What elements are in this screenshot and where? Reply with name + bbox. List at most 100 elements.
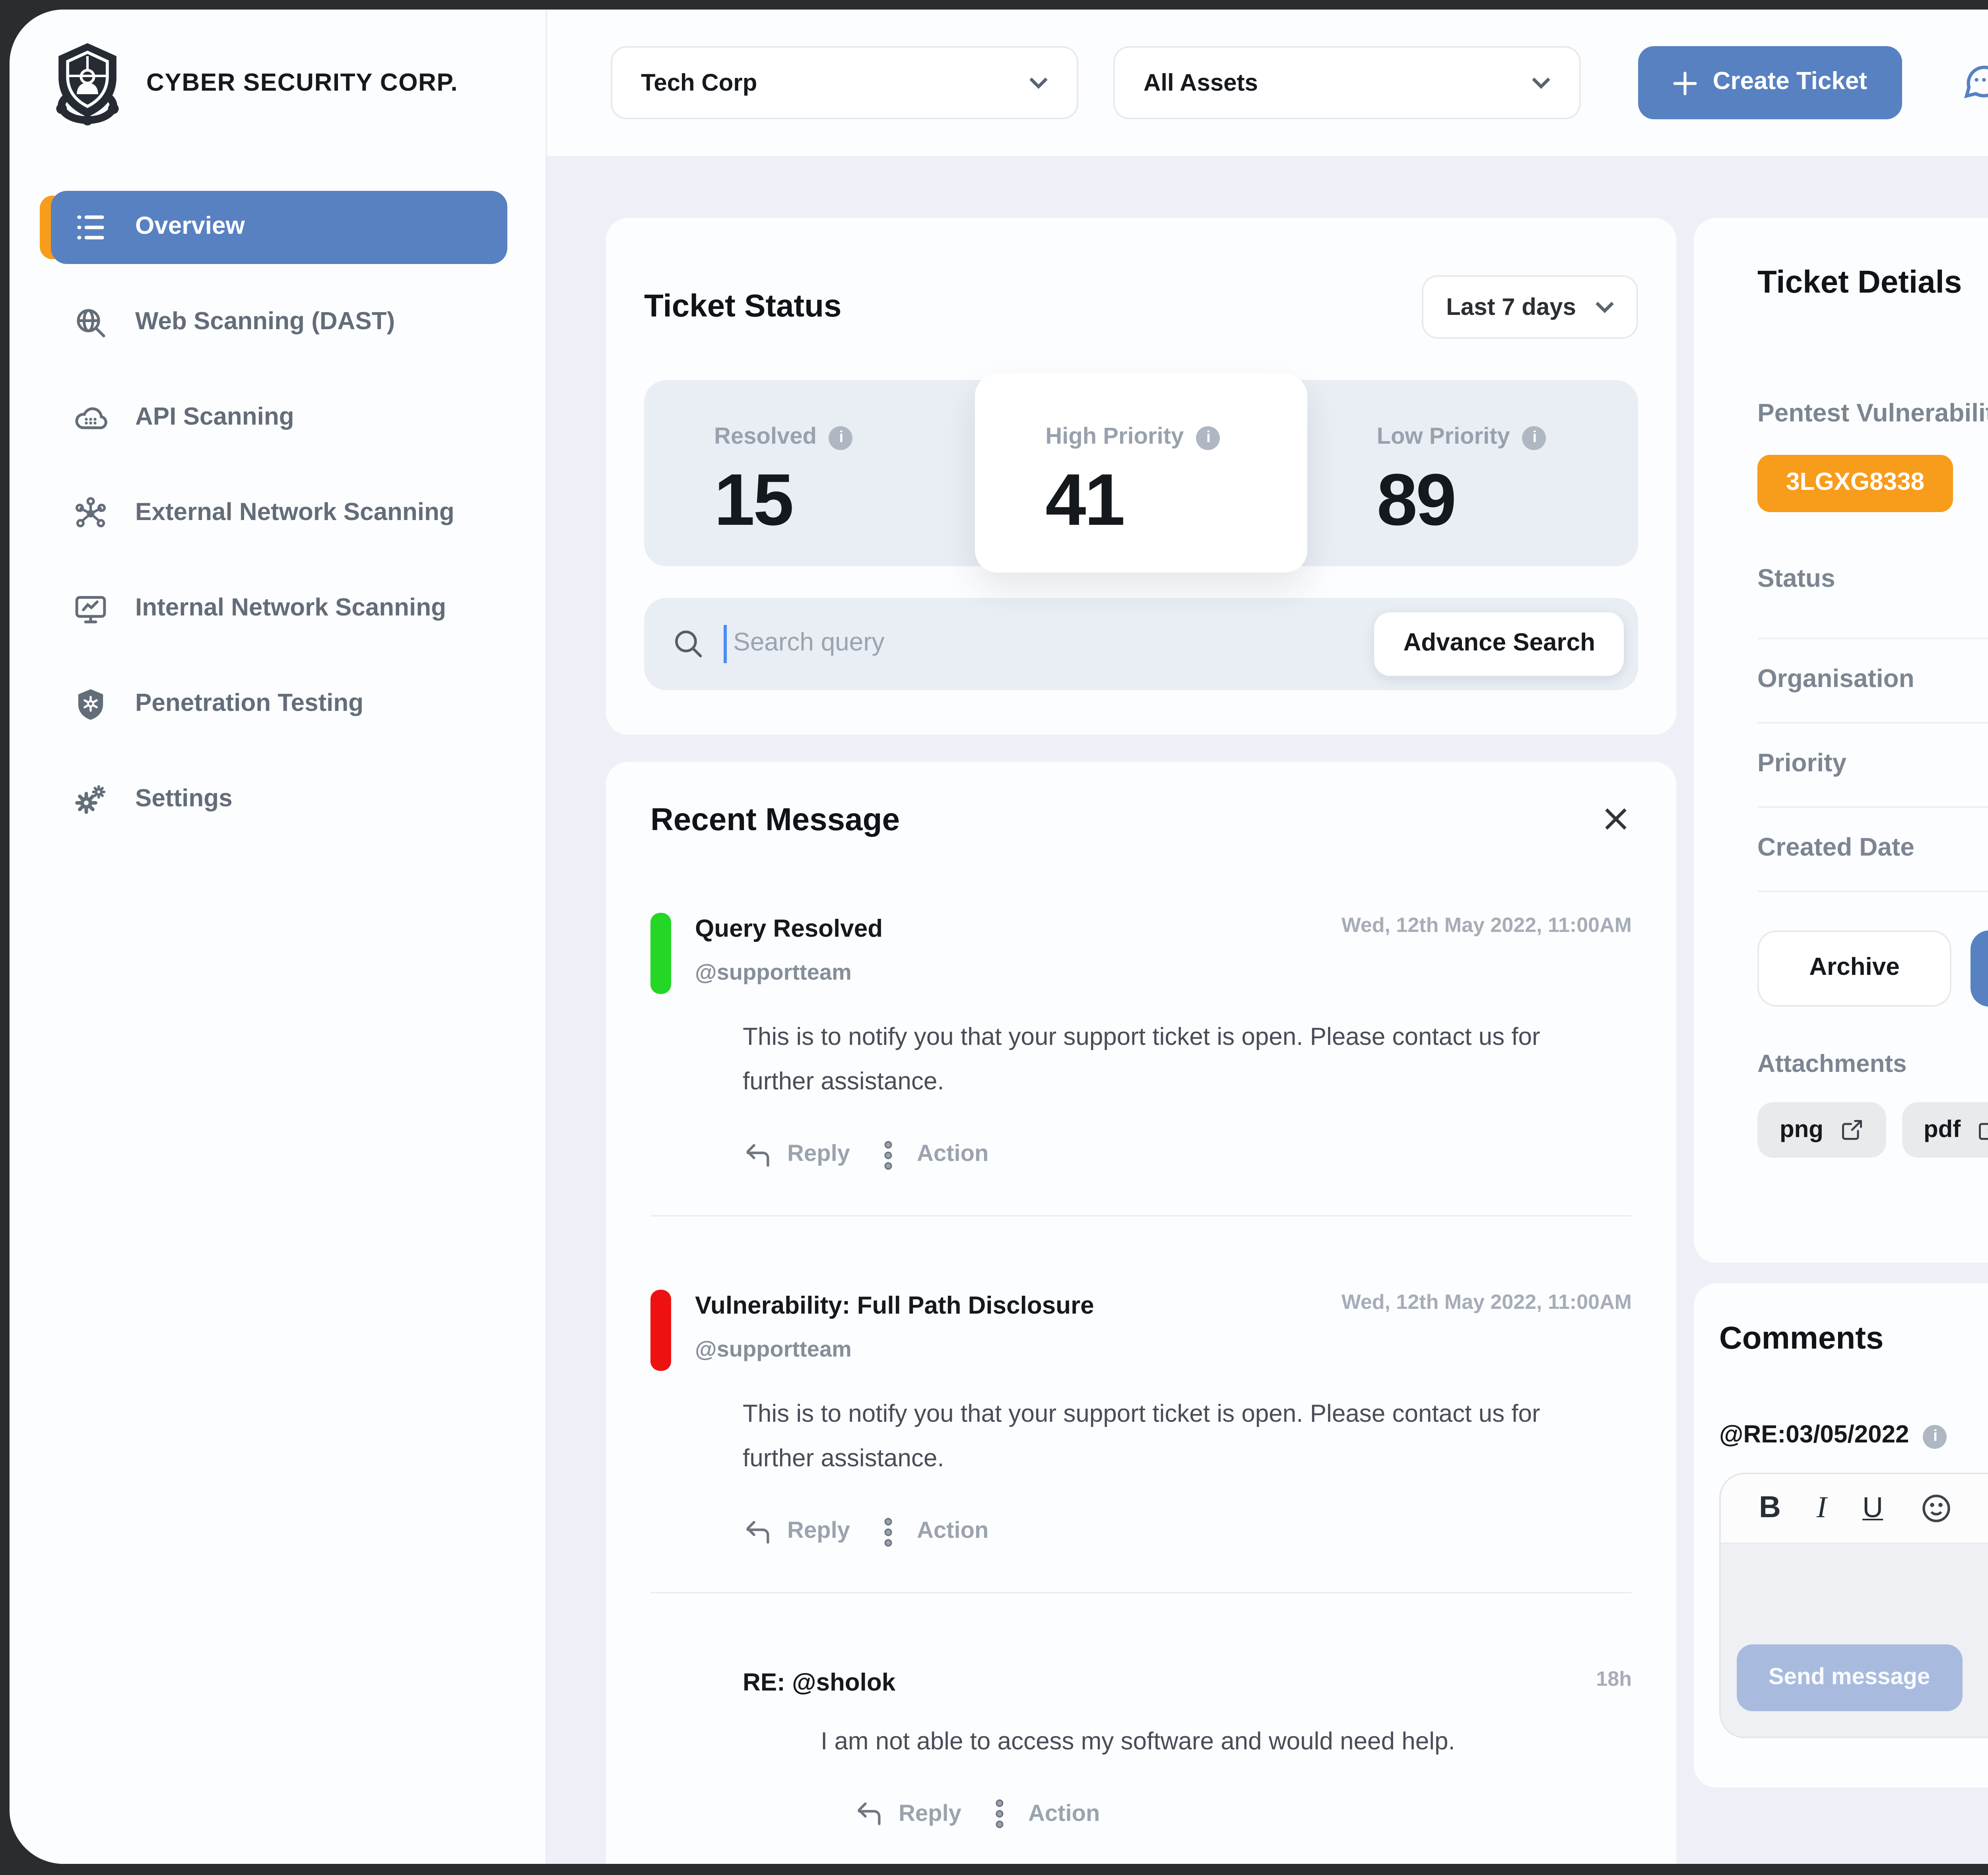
close-icon bbox=[1605, 808, 1627, 830]
create-ticket-button[interactable]: Create Ticket bbox=[1638, 46, 1902, 119]
sidebar-item-label: Overview bbox=[135, 213, 245, 240]
sidebar-item-label: Penetration Testing bbox=[135, 690, 364, 717]
organisation-select[interactable]: Tech Corp bbox=[611, 46, 1078, 119]
action-button[interactable]: Action bbox=[872, 1516, 988, 1547]
close-button[interactable] bbox=[1600, 806, 1632, 837]
brand-name: CYBER SECURITY CORP. bbox=[146, 70, 458, 97]
kebab-menu-icon bbox=[883, 1517, 891, 1546]
reply-button[interactable]: Reply bbox=[854, 1799, 961, 1830]
sidebar-item-label: Settings bbox=[135, 786, 233, 813]
kebab-menu-icon bbox=[995, 1800, 1003, 1829]
chevron-down-icon bbox=[1532, 78, 1550, 89]
emoji-button[interactable] bbox=[1919, 1492, 1952, 1525]
stat-low-priority: Low Priority i 89 bbox=[1307, 380, 1638, 566]
detail-label: Organisation bbox=[1757, 666, 1914, 693]
detail-label: Created Date bbox=[1757, 835, 1914, 862]
plus-icon bbox=[1673, 71, 1697, 95]
message-handle: @supportteam bbox=[695, 959, 852, 984]
chat-icon bbox=[1964, 65, 1988, 98]
date-range-select[interactable]: Last 7 days bbox=[1422, 275, 1638, 339]
message-body: This is to notify you that your support … bbox=[743, 1024, 1540, 1096]
editor-toolbar: B I U bbox=[1721, 1474, 1988, 1544]
reply-icon bbox=[746, 1143, 769, 1167]
message-list: Query Resolved @supportteam Wed, 12th Ma… bbox=[650, 913, 1632, 1864]
delete-button[interactable]: Delete bbox=[1971, 930, 1988, 1007]
stat-resolved: Resolved i 15 bbox=[644, 380, 975, 566]
info-icon[interactable]: i bbox=[1522, 425, 1547, 449]
sidebar-item-label: API Scanning bbox=[135, 404, 294, 431]
reply-button[interactable]: Reply bbox=[743, 1516, 850, 1547]
app-window: CYBER SECURITY CORP. Overview bbox=[10, 10, 1988, 1864]
detail-label: Priority bbox=[1757, 751, 1847, 778]
sidebar-item-label: Web Scanning (DAST) bbox=[135, 309, 395, 336]
underline-button[interactable]: U bbox=[1862, 1492, 1883, 1525]
stat-high-priority: High Priority i 41 bbox=[975, 374, 1307, 573]
divider bbox=[650, 1215, 1632, 1217]
reply-icon bbox=[746, 1520, 769, 1543]
sidebar-item-api-scanning[interactable]: API Scanning bbox=[51, 382, 507, 455]
organisation-select-value: Tech Corp bbox=[641, 69, 757, 96]
sidebar-item-overview[interactable]: Overview bbox=[40, 191, 507, 264]
message-timestamp: Wed, 12th May 2022, 11:00AM bbox=[1341, 913, 1632, 937]
gears-icon bbox=[75, 785, 106, 814]
italic-button[interactable]: I bbox=[1817, 1491, 1827, 1526]
ticket-details-card: Ticket Detials Pentest Vulnerability Rel… bbox=[1694, 218, 1988, 1263]
chevron-down-icon bbox=[1029, 78, 1048, 89]
comment-input[interactable]: Send message bbox=[1721, 1544, 1988, 1737]
search-input[interactable] bbox=[733, 630, 1375, 658]
advance-search-button[interactable]: Advance Search bbox=[1375, 612, 1624, 676]
action-button[interactable]: Action bbox=[872, 1140, 988, 1170]
stats-band: Resolved i 15 High Priority i 41 bbox=[644, 374, 1638, 573]
info-icon[interactable]: i bbox=[829, 425, 853, 449]
attachment-pdf[interactable]: pdf bbox=[1901, 1102, 1988, 1158]
create-ticket-label: Create Ticket bbox=[1712, 68, 1867, 95]
recent-message-title: Recent Message bbox=[650, 803, 900, 838]
cloud-icon bbox=[75, 407, 107, 429]
sidebar-item-penetration-testing[interactable]: Penetration Testing bbox=[51, 668, 507, 741]
message-item: RE: @sholok 18h I am not able to access … bbox=[650, 1666, 1632, 1864]
detail-label: Status bbox=[1757, 565, 1835, 592]
messages-button[interactable] bbox=[1956, 56, 1988, 110]
reply-button[interactable]: Reply bbox=[743, 1140, 850, 1170]
message-title: Vulnerability: Full Path Disclosure bbox=[695, 1293, 1094, 1320]
chevron-down-icon bbox=[1596, 302, 1614, 313]
web-scan-icon bbox=[77, 309, 105, 338]
attachments-list: png pdf bbox=[1757, 1102, 1988, 1158]
sidebar-item-external-network[interactable]: External Network Scanning bbox=[51, 477, 507, 550]
attachment-png[interactable]: png bbox=[1757, 1102, 1885, 1158]
message-timestamp: 18h bbox=[1596, 1666, 1632, 1690]
sidebar-item-settings[interactable]: Settings bbox=[51, 763, 507, 837]
sidebar-item-web-scanning[interactable]: Web Scanning (DAST) bbox=[51, 286, 507, 359]
sidebar-nav: Overview Web Scanning (DAST) bbox=[10, 169, 546, 837]
message-item: Query Resolved @supportteam Wed, 12th Ma… bbox=[650, 913, 1632, 1217]
action-button[interactable]: Action bbox=[984, 1799, 1100, 1830]
monitor-icon bbox=[75, 596, 106, 623]
info-icon[interactable]: i bbox=[1923, 1424, 1947, 1448]
brand: CYBER SECURITY CORP. bbox=[10, 10, 546, 169]
assets-select-value: All Assets bbox=[1143, 69, 1258, 96]
date-range-value: Last 7 days bbox=[1446, 293, 1576, 320]
comment-editor: B I U bbox=[1719, 1473, 1988, 1738]
topbar: Tech Corp All Assets Create Ticket bbox=[547, 10, 1988, 156]
kebab-menu-icon bbox=[883, 1141, 891, 1170]
sidebar-item-label: Internal Network Scanning bbox=[135, 595, 447, 622]
message-handle: @supportteam bbox=[695, 1335, 852, 1361]
stat-label: Resolved bbox=[714, 425, 817, 450]
bold-button[interactable]: B bbox=[1759, 1491, 1781, 1526]
ticket-id-badge: 3LGXG8338 bbox=[1757, 455, 1953, 512]
message-title: Query Resolved bbox=[695, 916, 883, 943]
reply-icon bbox=[858, 1803, 881, 1826]
send-message-button[interactable]: Send message bbox=[1737, 1644, 1962, 1711]
shield-logo-icon bbox=[56, 43, 119, 126]
assets-select[interactable]: All Assets bbox=[1113, 46, 1581, 119]
message-timestamp: Wed, 12th May 2022, 11:00AM bbox=[1341, 1289, 1632, 1314]
archive-button[interactable]: Archive bbox=[1757, 930, 1951, 1007]
text-caret bbox=[724, 625, 727, 663]
info-icon[interactable]: i bbox=[1196, 425, 1221, 449]
status-indicator-bar bbox=[650, 1289, 671, 1371]
sidebar-item-label: External Network Scanning bbox=[135, 499, 454, 526]
sidebar-item-internal-network[interactable]: Internal Network Scanning bbox=[51, 573, 507, 646]
shield-gear-icon bbox=[78, 689, 103, 720]
main-content: Ticket Status Last 7 days Resolved i bbox=[547, 156, 1988, 1864]
detail-row-priority: Priority High bbox=[1757, 724, 1988, 808]
